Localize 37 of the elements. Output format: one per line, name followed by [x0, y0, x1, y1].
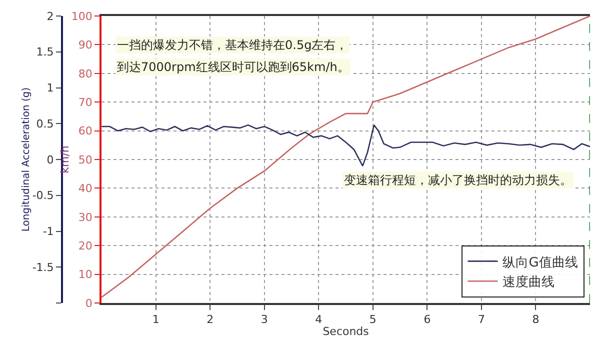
y2-tick-label: 0 — [46, 153, 54, 166]
x-tick-label: 3 — [260, 313, 268, 326]
y-tick-label: 20 — [78, 239, 92, 252]
y2-tick-label: 1.5 — [36, 46, 54, 59]
y2-tick-label: 0.5 — [36, 117, 54, 130]
x-tick-label: 2 — [206, 313, 214, 326]
y-tick-label: 0 — [85, 296, 92, 310]
y-tick-label: 10 — [78, 268, 92, 282]
y-tick-label: 80 — [78, 67, 92, 80]
y2-axis-title: Longitudinal Acceleration (g) — [20, 87, 32, 232]
x-tick-label: 6 — [424, 313, 431, 326]
line-series — [102, 16, 590, 298]
y2-tick-label: -0.5 — [32, 189, 54, 202]
annotation: 到达7000rpm红线区时可以跑到65km/h。 — [117, 60, 350, 74]
y2-tick-label: -1 — [42, 225, 54, 238]
y-tick-label: 50 — [78, 153, 92, 166]
annotation: 变速箱行程短，减小了换挡时的动力损失。 — [344, 173, 572, 187]
x-axis-title: Seconds — [322, 324, 370, 338]
x-tick-label: 8 — [532, 313, 540, 326]
y-axis-title: km/h — [58, 146, 72, 174]
y2-tick-label: 1 — [46, 82, 54, 95]
legend-label: 纵向G值曲线 — [502, 255, 578, 270]
annotation: 一挡的爆发力不错，基本维持在0.5g左右， — [117, 38, 348, 52]
y-tick-label: 100 — [71, 10, 92, 23]
x-tick-label: 5 — [369, 313, 376, 326]
x-tick-label: 1 — [152, 313, 160, 326]
y-tick-label: 70 — [78, 96, 92, 109]
legend-label: 速度曲线 — [502, 274, 555, 290]
y-tick-label: 90 — [78, 38, 92, 52]
y2-tick-label: -1.5 — [32, 260, 54, 274]
y-tick-label: 30 — [78, 210, 92, 224]
y-tick-label: 40 — [78, 182, 92, 196]
line-series — [102, 124, 590, 167]
x-tick-label: 4 — [315, 313, 322, 326]
x-tick-label: 7 — [478, 313, 485, 326]
y-tick-label: 60 — [78, 124, 92, 138]
y2-tick-label: 2 — [46, 10, 54, 23]
